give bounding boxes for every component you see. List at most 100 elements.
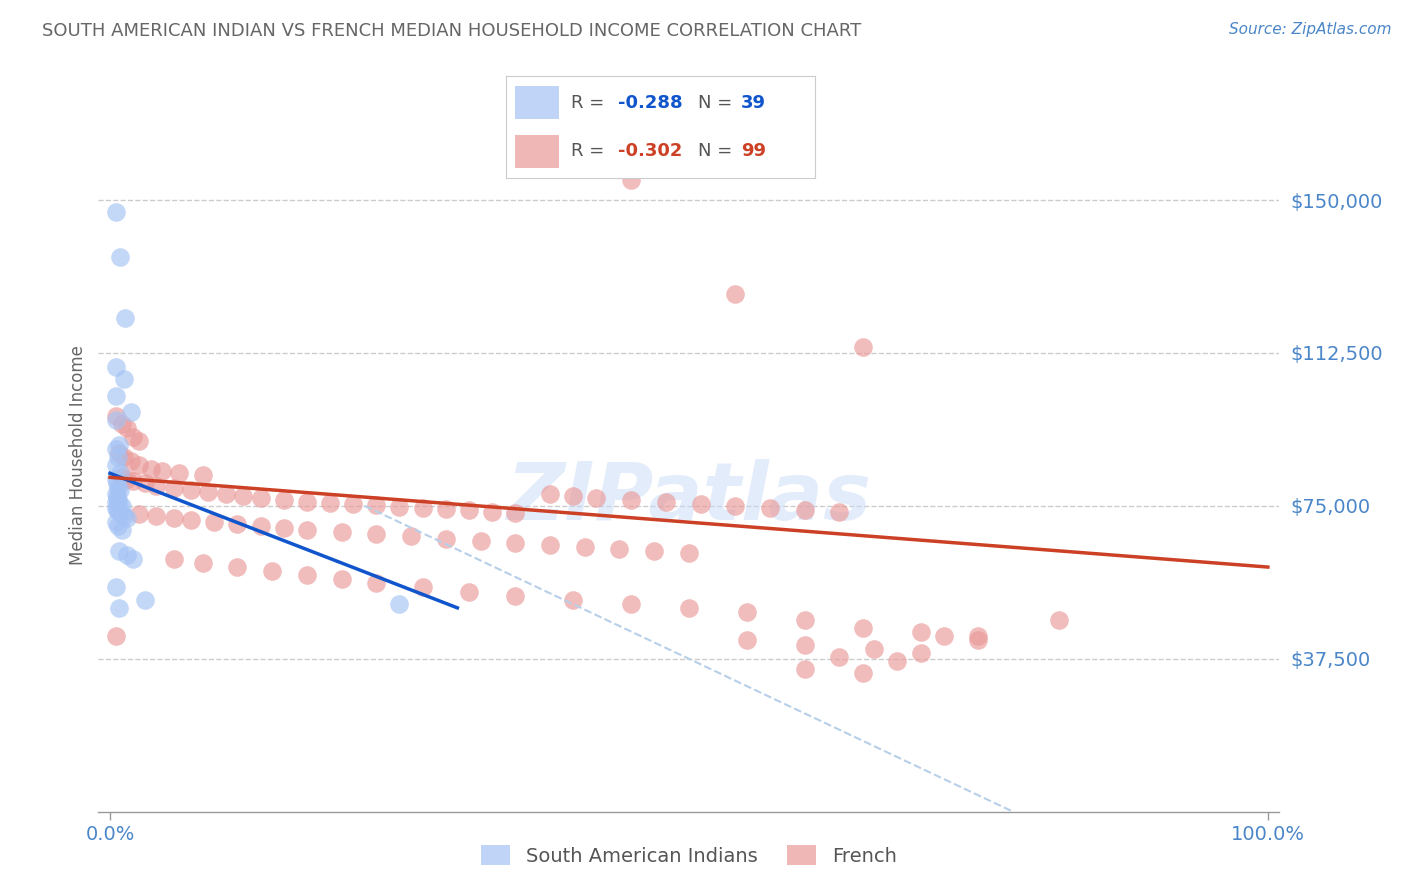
Point: [163, 481, 186, 495]
Point: [620, 492, 643, 507]
Point: [117, 548, 139, 562]
Point: [128, 507, 150, 521]
Point: [655, 495, 678, 509]
Point: [585, 491, 607, 505]
Text: ZIPatlas: ZIPatlas: [506, 458, 872, 537]
Point: [458, 584, 481, 599]
Point: [107, 450, 129, 464]
Point: [273, 492, 295, 507]
Point: [910, 625, 932, 640]
Point: [793, 638, 815, 652]
Point: [150, 464, 173, 478]
Point: [249, 491, 271, 505]
Point: [967, 633, 990, 648]
Text: -0.288: -0.288: [617, 94, 682, 112]
Point: [793, 503, 815, 517]
Text: SOUTH AMERICAN INDIAN VS FRENCH MEDIAN HOUSEHOLD INCOME CORRELATION CHART: SOUTH AMERICAN INDIAN VS FRENCH MEDIAN H…: [42, 22, 862, 40]
Point: [226, 517, 249, 532]
Point: [104, 515, 127, 529]
Point: [105, 476, 128, 491]
Point: [434, 502, 457, 516]
Point: [120, 454, 142, 468]
Point: [574, 540, 596, 554]
Point: [104, 495, 127, 509]
Point: [134, 592, 156, 607]
Point: [793, 662, 815, 676]
Point: [262, 564, 284, 578]
Point: [104, 500, 127, 515]
Point: [110, 417, 132, 432]
Point: [107, 519, 129, 533]
Bar: [516, 136, 558, 168]
Point: [481, 505, 503, 519]
Point: [910, 646, 932, 660]
Point: [163, 511, 186, 525]
Point: [503, 506, 526, 520]
Text: 39: 39: [741, 94, 766, 112]
Point: [128, 434, 150, 448]
Point: [562, 592, 585, 607]
Point: [226, 560, 249, 574]
Point: [110, 250, 132, 264]
Bar: [516, 87, 558, 119]
Point: [107, 481, 129, 495]
Point: [105, 503, 128, 517]
Point: [110, 524, 132, 538]
Point: [538, 538, 561, 552]
Point: [967, 629, 990, 643]
Point: [678, 600, 700, 615]
Point: [724, 499, 747, 513]
Point: [112, 450, 135, 464]
Point: [112, 509, 135, 524]
Point: [104, 409, 127, 424]
Point: [620, 597, 643, 611]
Point: [932, 629, 955, 643]
Point: [128, 458, 150, 472]
Text: 99: 99: [741, 142, 766, 161]
Point: [180, 513, 202, 527]
Point: [114, 311, 136, 326]
Point: [108, 438, 131, 452]
Point: [104, 581, 127, 595]
Point: [388, 597, 411, 611]
Point: [104, 442, 127, 456]
Point: [886, 654, 908, 668]
Point: [145, 509, 167, 524]
Point: [538, 486, 561, 500]
Point: [366, 576, 388, 591]
Point: [117, 472, 139, 486]
Legend: South American Indians, French: South American Indians, French: [474, 838, 904, 873]
Point: [273, 521, 295, 535]
Point: [117, 511, 139, 525]
Point: [105, 490, 128, 504]
Point: [388, 500, 411, 514]
Point: [197, 484, 219, 499]
Point: [120, 405, 142, 419]
Point: [366, 499, 388, 513]
Point: [249, 519, 271, 533]
Point: [342, 497, 364, 511]
Point: [620, 172, 643, 186]
Text: N =: N =: [697, 142, 738, 161]
Point: [828, 505, 851, 519]
Point: [191, 468, 214, 483]
Point: [503, 535, 526, 549]
Point: [759, 500, 782, 515]
Text: R =: R =: [571, 142, 610, 161]
Point: [191, 556, 214, 570]
Text: -0.302: -0.302: [617, 142, 682, 161]
Point: [828, 649, 851, 664]
Point: [678, 546, 700, 560]
Text: R =: R =: [571, 94, 610, 112]
Point: [232, 489, 254, 503]
Point: [330, 572, 353, 586]
Point: [503, 589, 526, 603]
Point: [104, 360, 127, 375]
Point: [793, 613, 815, 627]
Point: [112, 372, 135, 386]
Point: [110, 483, 132, 498]
Point: [735, 633, 758, 648]
Point: [434, 532, 457, 546]
Text: N =: N =: [697, 94, 738, 112]
Point: [295, 568, 318, 582]
